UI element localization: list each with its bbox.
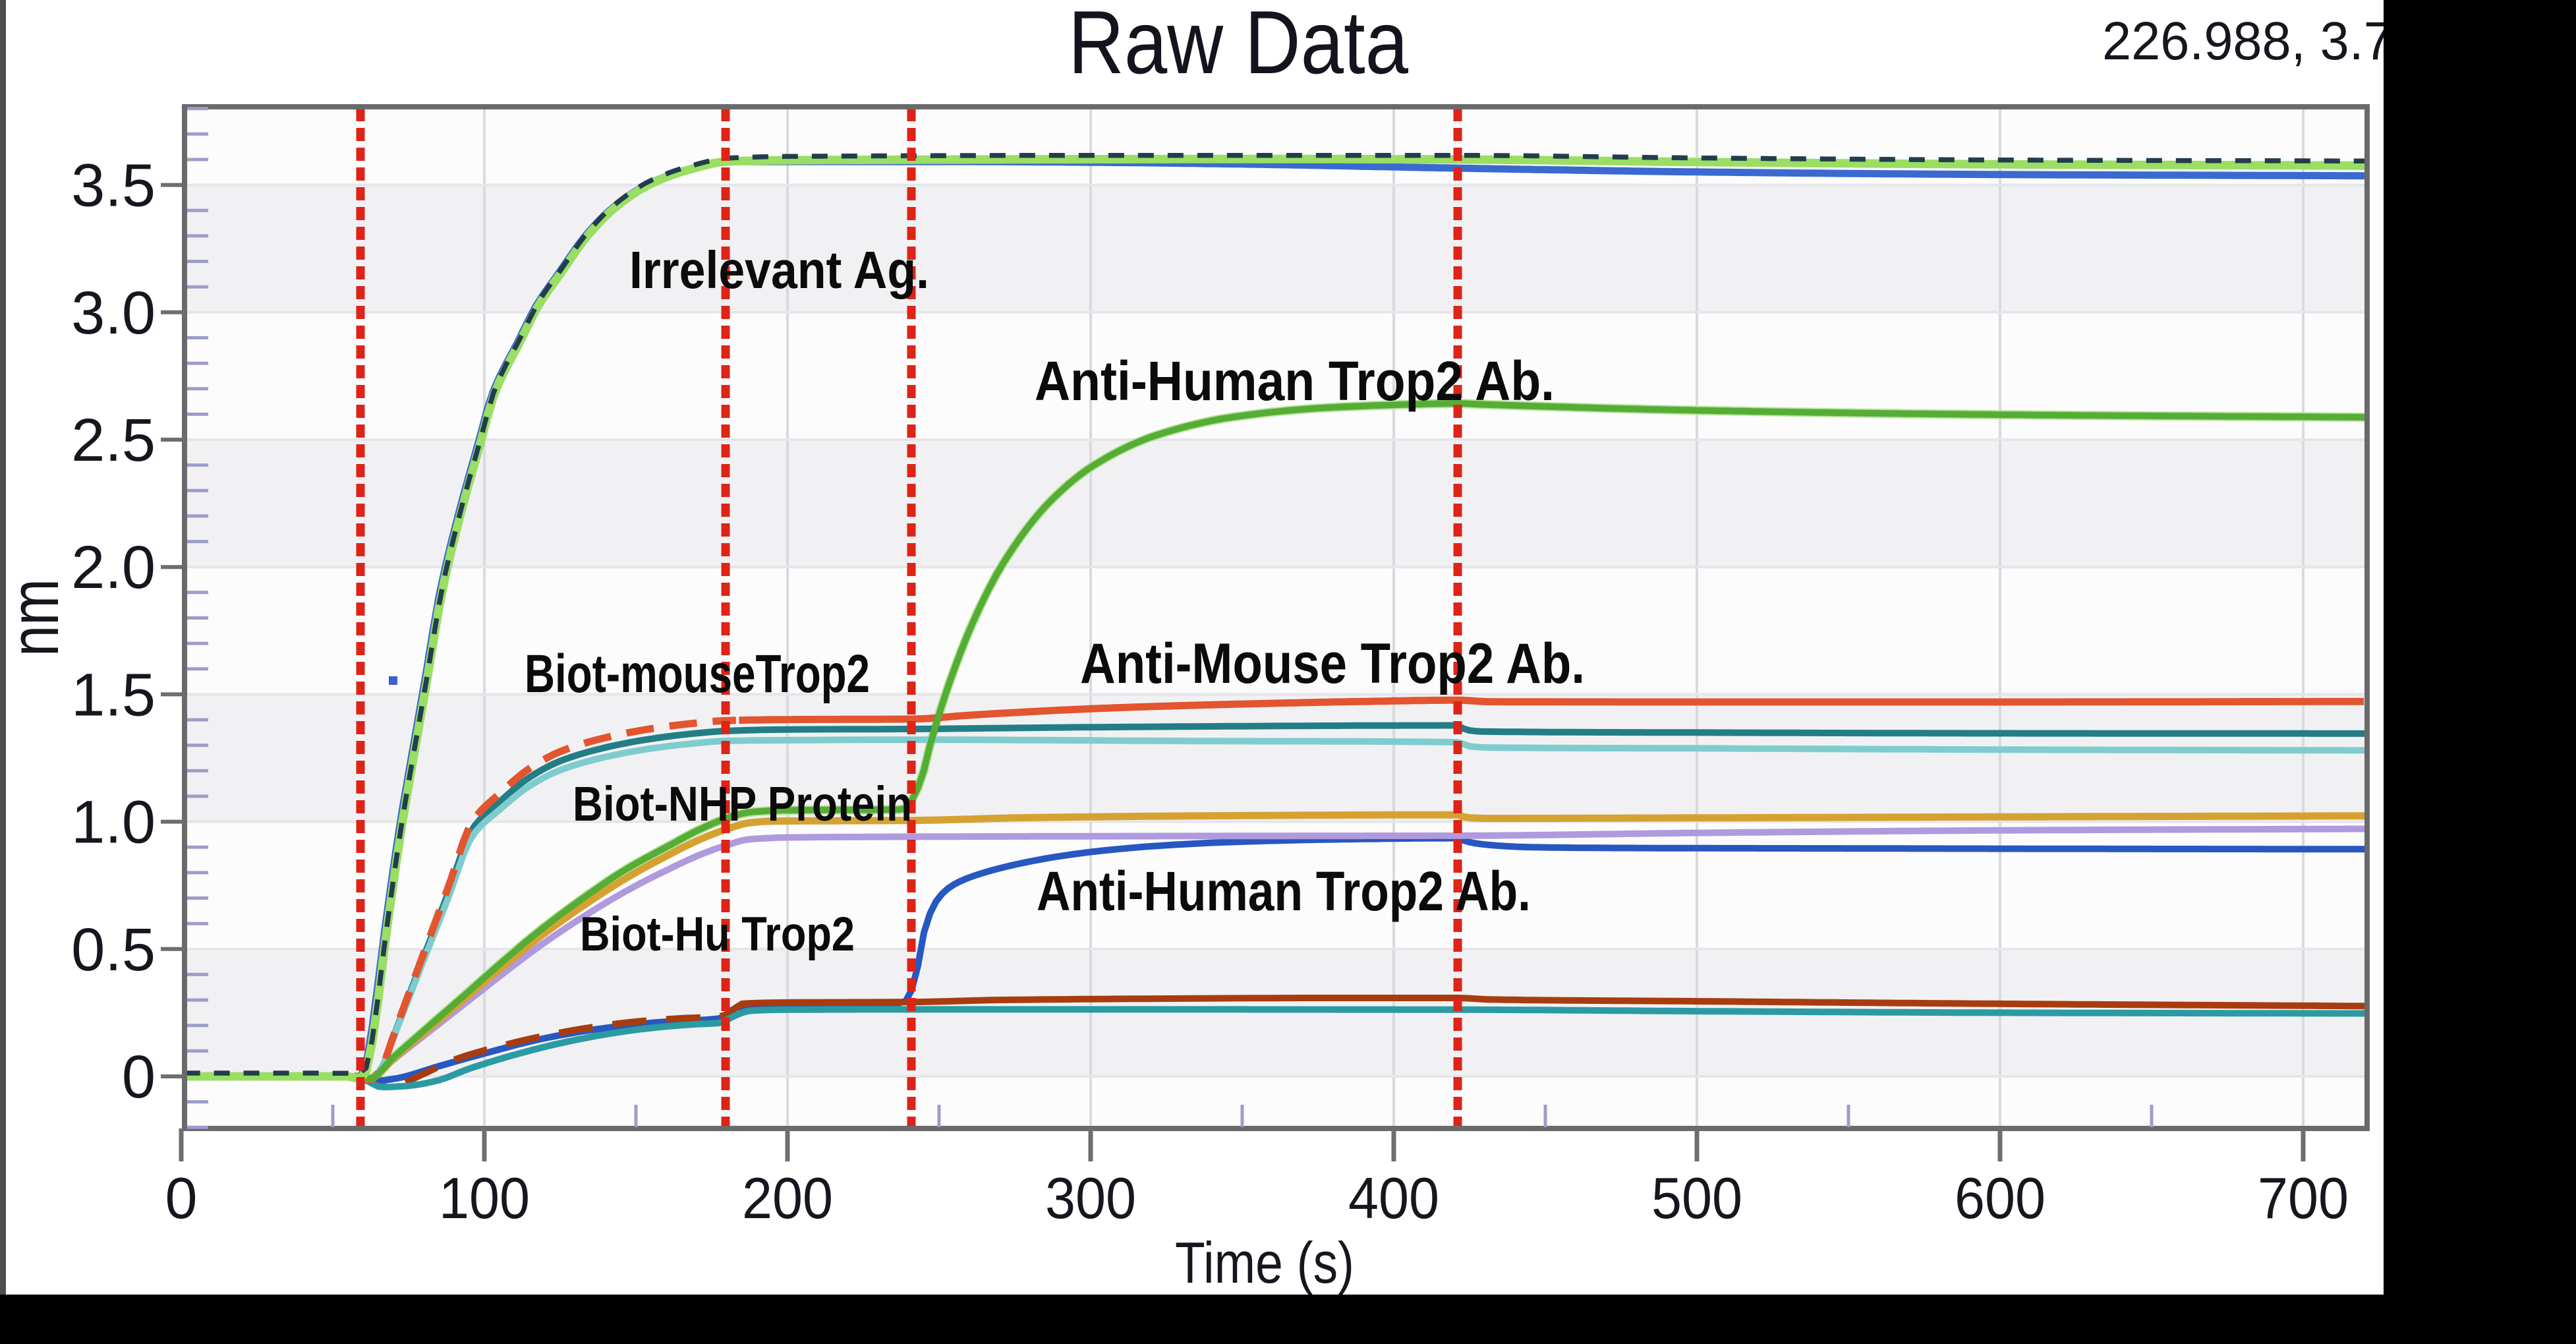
svg-text:0: 0: [122, 1043, 156, 1111]
svg-text:Raw Data: Raw Data: [1068, 0, 1408, 92]
svg-text:0: 0: [165, 1165, 198, 1231]
svg-text:Biot-NHP Protein: Biot-NHP Protein: [573, 776, 912, 831]
svg-text:Time (s): Time (s): [1175, 1230, 1354, 1295]
svg-text:600: 600: [1955, 1165, 2046, 1231]
svg-text:0.5: 0.5: [71, 916, 156, 983]
svg-text:1.5: 1.5: [71, 661, 156, 728]
svg-text:400: 400: [1348, 1165, 1439, 1231]
svg-text:Irrelevant Ag.: Irrelevant Ag.: [629, 241, 929, 299]
svg-text:3.5: 3.5: [71, 152, 156, 219]
svg-text:2.0: 2.0: [71, 534, 156, 601]
svg-text:700: 700: [2258, 1165, 2349, 1231]
svg-text:1.0: 1.0: [71, 789, 156, 856]
svg-text:100: 100: [439, 1165, 530, 1231]
svg-text:2.5: 2.5: [71, 407, 156, 474]
svg-text:Anti-Human Trop2 Ab.: Anti-Human Trop2 Ab.: [1037, 860, 1531, 922]
svg-text:Biot-mouseTrop2: Biot-mouseTrop2: [525, 644, 870, 704]
svg-text:nm: nm: [0, 579, 73, 657]
svg-text:200: 200: [742, 1165, 833, 1231]
svg-text:Anti-Mouse Trop2 Ab.: Anti-Mouse Trop2 Ab.: [1080, 632, 1585, 695]
svg-text:300: 300: [1045, 1165, 1136, 1231]
svg-text:Biot-Hu Trop2: Biot-Hu Trop2: [580, 908, 855, 961]
svg-text:500: 500: [1651, 1165, 1742, 1231]
svg-text:226.988, 3.77: 226.988, 3.77: [2102, 11, 2422, 71]
svg-text:3.0: 3.0: [71, 279, 156, 347]
svg-text:Anti-Human Trop2 Ab.: Anti-Human Trop2 Ab.: [1035, 350, 1555, 412]
